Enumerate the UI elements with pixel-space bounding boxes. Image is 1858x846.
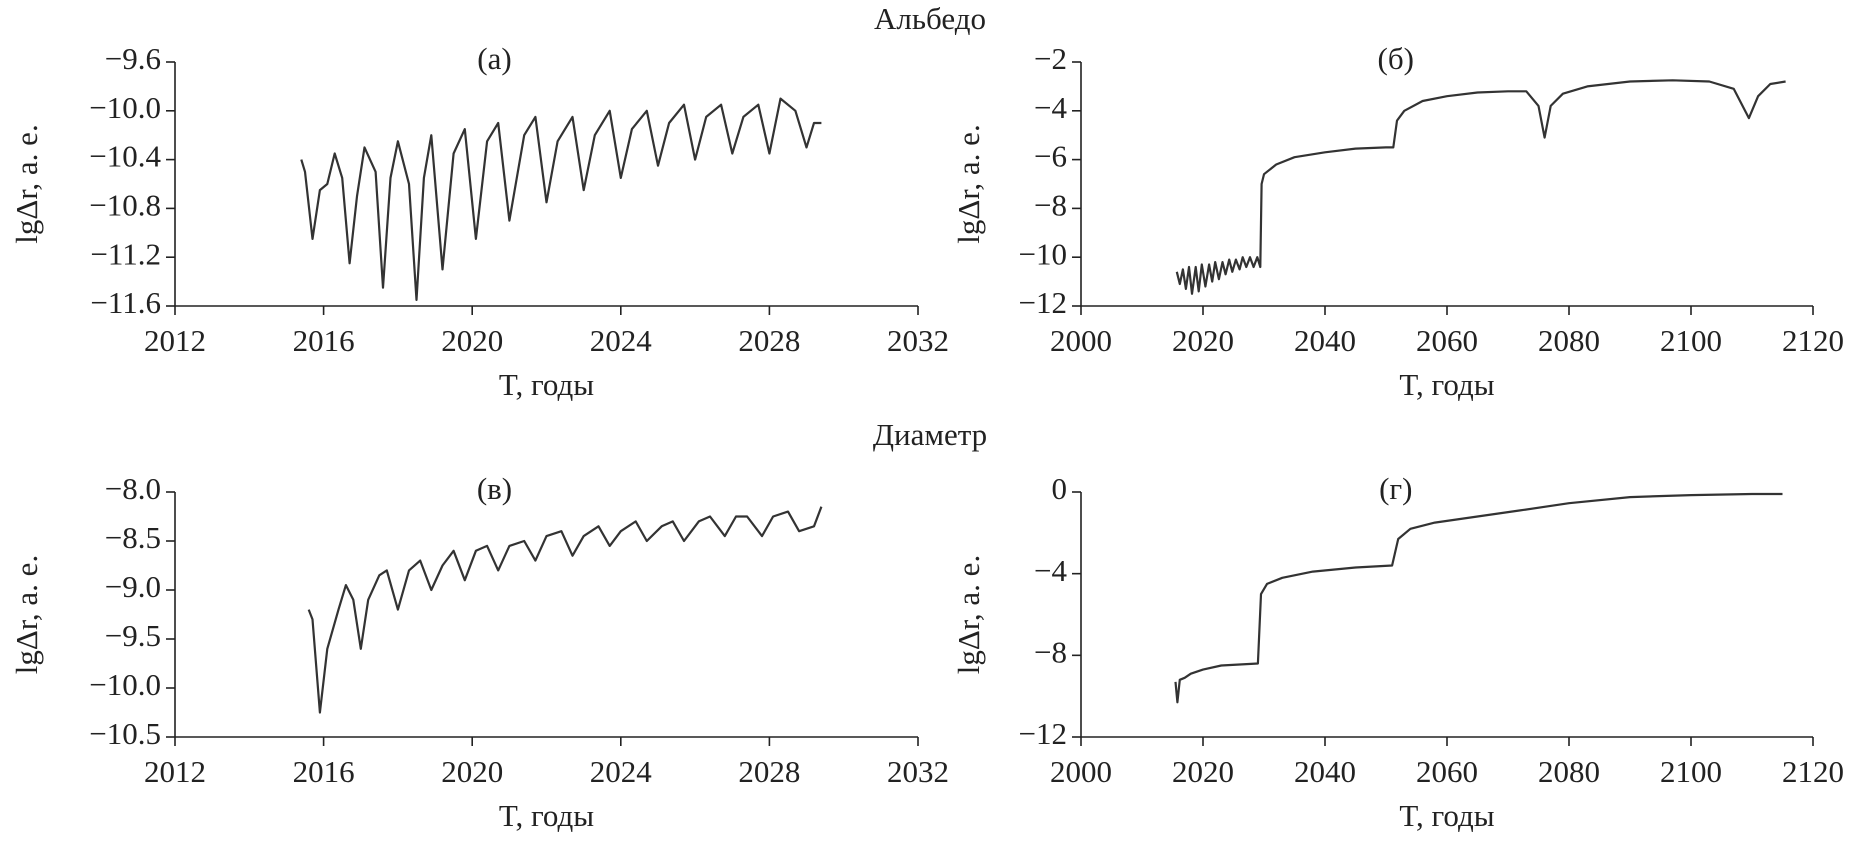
- y-tick-label: −12: [1019, 716, 1067, 751]
- x-axis-label: T, годы: [1399, 367, 1494, 402]
- y-tick-label: −11.2: [90, 236, 161, 271]
- x-tick-label: 2016: [293, 754, 355, 789]
- chart-title: (б): [1378, 41, 1414, 76]
- y-tick-label: −10.5: [89, 716, 161, 751]
- x-tick-label: 2120: [1782, 754, 1844, 789]
- y-tick-label: 0: [1052, 471, 1068, 506]
- x-tick-label: 2000: [1050, 754, 1112, 789]
- x-tick-label: 2032: [887, 754, 949, 789]
- y-tick-label: −4: [1034, 553, 1067, 588]
- x-tick-label: 2060: [1416, 754, 1478, 789]
- x-tick-label: 2024: [590, 754, 653, 789]
- y-tick-label: −10.0: [89, 90, 161, 125]
- chart-title: (г): [1379, 471, 1412, 506]
- y-tick-label: −12: [1019, 285, 1067, 320]
- y-tick-label: −8: [1034, 634, 1067, 669]
- x-tick-label: 2020: [441, 754, 503, 789]
- y-axis-label: lgΔr, а. е.: [9, 124, 44, 243]
- y-tick-label: −6: [1034, 139, 1067, 174]
- y-tick-label: −9.6: [105, 41, 161, 76]
- x-tick-label: 2012: [144, 754, 206, 789]
- data-line: [1174, 492, 1783, 704]
- x-tick-label: 2016: [293, 323, 355, 358]
- x-tick-label: 2100: [1660, 754, 1722, 789]
- x-tick-label: 2020: [1172, 754, 1234, 789]
- x-tick-label: 2012: [144, 323, 206, 358]
- x-tick-label: 2000: [1050, 323, 1112, 358]
- y-tick-label: −10.8: [89, 188, 161, 223]
- y-tick-label: −10.0: [89, 667, 161, 702]
- x-tick-label: 2032: [887, 323, 949, 358]
- y-tick-label: −4: [1034, 90, 1067, 125]
- y-tick-label: −9.5: [105, 618, 161, 653]
- y-tick-label: −9.0: [105, 569, 161, 604]
- x-tick-label: 2080: [1538, 754, 1600, 789]
- y-tick-label: −10.4: [89, 139, 161, 174]
- y-tick-label: −8: [1034, 188, 1067, 223]
- x-tick-label: 2028: [738, 323, 800, 358]
- x-tick-label: 2120: [1782, 323, 1844, 358]
- x-axis-label: T, годы: [1399, 798, 1494, 833]
- data-line: [1175, 79, 1786, 295]
- x-tick-label: 2040: [1294, 754, 1356, 789]
- x-tick-label: 2040: [1294, 323, 1356, 358]
- y-tick-label: −8.0: [105, 471, 161, 506]
- x-tick-label: 2060: [1416, 323, 1478, 358]
- y-tick-label: −8.5: [105, 520, 161, 555]
- y-axis-label: lgΔr, а. е.: [9, 555, 44, 674]
- y-tick-label: −10: [1019, 236, 1067, 271]
- y-tick-label: −2: [1034, 41, 1067, 76]
- section-heading: Альбедо: [874, 1, 986, 36]
- x-tick-label: 2020: [1172, 323, 1234, 358]
- y-axis-label: lgΔr, а. е.: [951, 555, 986, 674]
- section-heading: Диаметр: [873, 417, 987, 452]
- chart-title: (а): [477, 41, 511, 76]
- x-axis-label: T, годы: [499, 798, 594, 833]
- x-tick-label: 2080: [1538, 323, 1600, 358]
- y-axis-label: lgΔr, а. е.: [951, 124, 986, 243]
- x-tick-label: 2028: [738, 754, 800, 789]
- chart-title: (в): [477, 471, 512, 506]
- x-tick-label: 2024: [590, 323, 653, 358]
- data-line: [307, 506, 823, 714]
- x-tick-label: 2020: [441, 323, 503, 358]
- data-line: [300, 97, 822, 301]
- y-tick-label: −11.6: [90, 285, 161, 320]
- x-axis-label: T, годы: [499, 367, 594, 402]
- x-tick-label: 2100: [1660, 323, 1722, 358]
